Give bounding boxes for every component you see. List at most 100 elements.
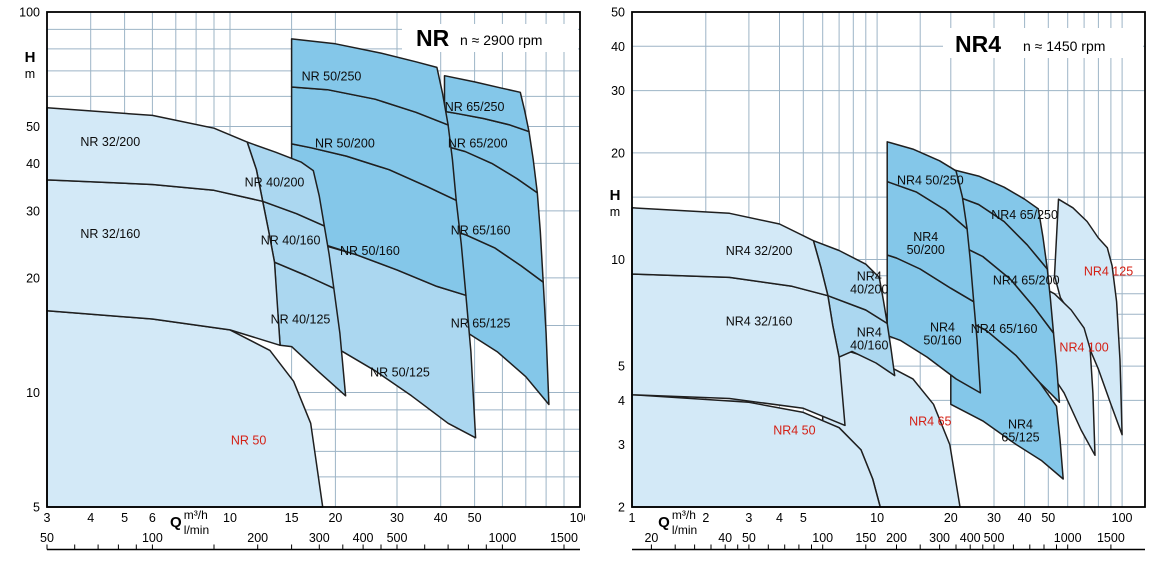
y-tick-label: 5 [33, 501, 40, 515]
region-label: NR 50/160 [340, 244, 400, 258]
region-nr-50-250 [290, 38, 449, 126]
region-nr-32-200 [46, 107, 264, 203]
y-axis-title: H [610, 187, 621, 204]
x-tick-label-lmin: 100 [142, 531, 163, 545]
x-axis-unit-lmin: l/min [184, 523, 209, 537]
region-label: NR4 125 [1084, 265, 1133, 279]
x-tick-label-lmin: 200 [247, 531, 268, 545]
x-tick-label-m3h: 20 [328, 511, 342, 525]
chart-speed-subtitle: n ≈ 2900 rpm [460, 32, 542, 48]
y-tick-label: 20 [611, 146, 625, 160]
y-tick-label: 5 [618, 360, 625, 374]
x-tick-label-lmin: 1000 [1054, 531, 1082, 545]
region-label: NR 50/125 [370, 366, 430, 380]
x-tick-label-m3h: 40 [1018, 511, 1032, 525]
chart-title: NR [416, 25, 450, 51]
x-tick-label-m3h: 3 [745, 511, 752, 525]
region-label: NR 65/200 [448, 137, 508, 151]
y-tick-label: 10 [611, 253, 625, 267]
region-label: NR4 32/160 [726, 315, 793, 329]
region-label: NR 32/160 [80, 227, 140, 241]
x-tick-label-lmin: 40 [718, 531, 732, 545]
x-tick-label-m3h: 40 [434, 511, 448, 525]
region-label: NR4 65/125 [1001, 417, 1039, 444]
region-label: NR4 65/160 [971, 322, 1038, 336]
y-tick-label: 50 [26, 120, 40, 134]
region-label: NR 40/125 [271, 312, 331, 326]
x-tick-label-m3h: 50 [468, 511, 482, 525]
region-label: NR4 50/160 [923, 321, 961, 348]
region-label: NR4 50/200 [907, 230, 945, 257]
y-tick-label: 50 [611, 6, 625, 20]
region-label: NR4 65 [909, 414, 951, 428]
region-label: NR 40/200 [245, 175, 305, 189]
region-nr4-65-250 [950, 168, 1049, 270]
region-label: NR 32/200 [80, 135, 140, 149]
plot-border [46, 11, 581, 508]
x-tick-label-lmin: 400 [353, 531, 374, 545]
region-label: NR 65/160 [451, 224, 511, 238]
y-tick-label: 10 [26, 386, 40, 400]
x-tick-label-lmin: 20 [644, 531, 658, 545]
y-tick-label: 40 [26, 157, 40, 171]
region-nr4-32-200 [631, 207, 829, 297]
region-label: NR 50/200 [315, 137, 375, 151]
x-tick-label-lmin: 500 [984, 531, 1005, 545]
x-tick-label-m3h: 30 [987, 511, 1001, 525]
nr4-1450-chart-svg: NR4 n ≈ 1450 rpm NR4 32/200 NR4 32/160 NR4 40… [610, 6, 1146, 551]
x-tick-label-m3h: 1 [629, 511, 636, 525]
x-tick-label-m3h: 2 [702, 511, 709, 525]
y-tick-label: 3 [618, 438, 625, 452]
x-axis-unit-m3h: m³/h [184, 508, 208, 522]
region-label: NR 40/160 [261, 233, 321, 247]
region-label: NR4 40/160 [850, 326, 888, 353]
x-tick-label-m3h: 6 [149, 511, 156, 525]
x-tick-label-m3h: 4 [87, 511, 94, 525]
x-axis-unit-lmin: l/min [672, 523, 697, 537]
x-tick-label-lmin: 1500 [1097, 531, 1125, 545]
region-label: NR4 40/200 [850, 270, 888, 297]
x-tick-label-m3h: 5 [800, 511, 807, 525]
nr-2900-chart-svg: NR n ≈ 2900 rpm NR 32/200 NR 32/160 NR 40/20… [19, 6, 585, 551]
region-label: NR 65/250 [445, 100, 505, 114]
y-tick-label: 20 [26, 271, 40, 285]
y-tick-label: 30 [26, 204, 40, 218]
nr4-1450-chart: NR4 n ≈ 1450 rpm NR4 32/200 NR4 32/160 NR4 40… [585, 0, 1157, 564]
region-nr-65-250 [443, 74, 530, 133]
x-tick-label-m3h: 5 [121, 511, 128, 525]
x-tick-label-lmin: 1000 [488, 531, 516, 545]
x-tick-label-lmin: 300 [929, 531, 950, 545]
x-tick-label-lmin: 400 [960, 531, 981, 545]
x-tick-label-m3h: 20 [944, 511, 958, 525]
x-axis-unit-m3h: m³/h [672, 508, 696, 522]
x-tick-label-lmin: 100 [812, 531, 833, 545]
y-tick-label: 40 [611, 40, 625, 54]
x-tick-label-lmin: 1500 [550, 531, 578, 545]
x-tick-label-lmin: 500 [387, 531, 408, 545]
x-tick-label-lmin: 150 [855, 531, 876, 545]
region-label: NR4 100 [1059, 340, 1108, 354]
y-axis-title: H [25, 49, 36, 66]
x-tick-label-m3h: 10 [870, 511, 884, 525]
x-tick-label-m3h: 30 [390, 511, 404, 525]
x-axis-title: Q [170, 514, 182, 531]
x-tick-label-m3h: 15 [285, 511, 299, 525]
y-tick-label: 4 [618, 394, 625, 408]
y-axis-unit: m [610, 205, 620, 219]
x-tick-label-m3h: 50 [1041, 511, 1055, 525]
x-tick-label-m3h: 100 [1112, 511, 1133, 525]
region-label: NR 50 [231, 434, 266, 448]
y-tick-label: 2 [618, 501, 625, 515]
chart-title: NR4 [955, 31, 1001, 57]
y-tick-label: 30 [611, 84, 625, 98]
region-label: NR4 32/200 [726, 244, 793, 258]
x-tick-label-lmin: 300 [309, 531, 330, 545]
x-tick-label-lmin: 200 [886, 531, 907, 545]
region-label: NR4 50 [773, 424, 815, 438]
x-axis-title: Q [658, 514, 670, 531]
title-backdrop [402, 24, 578, 52]
chart-speed-subtitle: n ≈ 1450 rpm [1023, 38, 1105, 54]
x-tick-label-lmin: 50 [742, 531, 756, 545]
x-tick-label-m3h: 10 [223, 511, 237, 525]
